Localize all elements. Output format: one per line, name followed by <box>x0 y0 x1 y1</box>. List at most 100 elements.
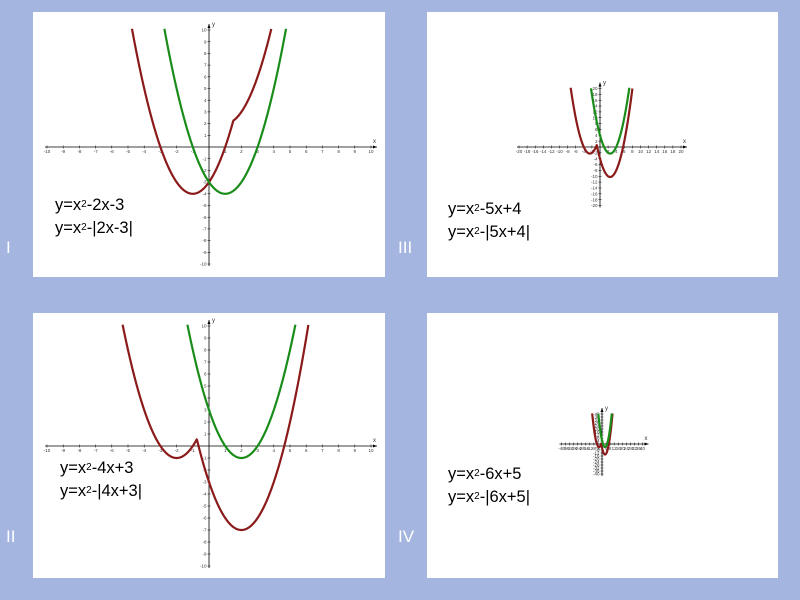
y-tick-label: 20 <box>592 86 598 91</box>
x-tick-label: 6 <box>305 149 308 154</box>
x-tick-label: 8 <box>631 149 634 154</box>
x-tick-label: -1 <box>191 448 195 453</box>
chart-svg: xy-40-36-32-28-24-20-16-12-8 -4 4 8 12 16 20 24… <box>558 406 649 477</box>
equations-block: y=x2-6x+5 y=x2-|6x+5| <box>448 463 530 509</box>
y-tick-label: 2 <box>204 420 207 425</box>
y-tick-label: -8 <box>595 448 599 453</box>
chart-panel: x y -10 -9 -8 -7 -6 -5 -4 -3 -2 -1 1 2 3 4 5 6 7 8 9 10 -10 -9 -… <box>33 12 385 277</box>
y-tick-label: -4 <box>202 492 206 497</box>
x-tick-label: -3 <box>158 448 162 453</box>
chart-svg: x y -10 -9 -8 -7 -6 -5 -4 -3 -2 -1 1 2 3 4 5 6 7 8 9 10 -10 -9 -… <box>44 22 377 267</box>
x-tick-label: -8 <box>592 446 596 451</box>
y-tick-label: 20 <box>594 427 600 432</box>
y-tick-label: -16 <box>593 454 600 459</box>
y-tick-label: 10 <box>201 324 207 329</box>
y-tick-label: -14 <box>591 186 598 191</box>
x-tick-label: 24 <box>624 446 630 451</box>
y-tick-label: -1 <box>202 456 206 461</box>
green-curve-series <box>589 87 631 155</box>
y-tick-label: -36 <box>593 469 600 474</box>
y-tick-label: -2 <box>202 168 206 173</box>
x-tick-label: 32 <box>632 446 638 451</box>
x-tick-label: -3 <box>158 149 162 154</box>
y-tick-label: -5 <box>202 203 206 208</box>
y-tick-label: -32 <box>593 466 600 471</box>
x-axis-label: x <box>683 139 686 145</box>
x-tick-label: 20 <box>678 149 684 154</box>
y-tick-label: 3 <box>204 408 207 413</box>
y-tick-label: -2 <box>593 150 597 155</box>
y-tick-label: 18 <box>592 92 598 97</box>
x-tick-label: 16 <box>616 446 622 451</box>
x-tick-label: -4 <box>596 446 600 451</box>
y-tick-label: -12 <box>593 451 600 456</box>
x-tick-label: 16 <box>662 149 668 154</box>
x-tick-label: 5 <box>289 448 292 453</box>
x-tick-label: 10 <box>368 149 374 154</box>
y-tick-label: 16 <box>592 98 598 103</box>
panel-numeral: III <box>398 238 413 257</box>
y-tick-label: 5 <box>204 86 207 91</box>
equations-block: y=x2-4x+3 y=x2-|4x+3| <box>60 457 142 503</box>
y-tick-label: 32 <box>594 418 600 423</box>
x-tick-label: -10 <box>44 448 51 453</box>
y-tick-label: 28 <box>594 421 600 426</box>
x-tick-label: 2 <box>240 448 243 453</box>
x-tick-label: 4 <box>273 149 276 154</box>
y-tick-label: 7 <box>204 63 207 68</box>
y-tick-label: 8 <box>204 348 207 353</box>
x-tick-label: 7 <box>321 149 324 154</box>
chart-svg: x y -10 -9 -8 -7 -6 -5 -4 -3 -2 -1 1 2 3 4 5 6 7 8 9 10 -10 -9 -… <box>44 318 377 569</box>
y-axis-arrow <box>207 24 211 28</box>
x-tick-label: -4 <box>142 149 146 154</box>
y-tick-label: 8 <box>204 51 207 56</box>
x-tick-label: 14 <box>654 149 660 154</box>
y-axis-label: y <box>212 318 215 324</box>
y-axis-arrow <box>207 320 211 324</box>
y-tick-label: -3 <box>202 180 206 185</box>
y-tick-label: 12 <box>594 433 600 438</box>
x-tick-label: -20 <box>516 149 523 154</box>
x-tick-label: 10 <box>638 149 644 154</box>
green-curve-series <box>186 324 297 460</box>
x-tick-label: 4 <box>615 149 618 154</box>
x-axis-label: x <box>645 436 648 442</box>
x-tick-label: 2 <box>607 149 610 154</box>
panel-numeral: IV <box>398 527 415 546</box>
x-tick-label: -16 <box>532 149 539 154</box>
x-tick-label: -14 <box>540 149 547 154</box>
equation-line: y=x2-|4x+3| <box>60 482 143 500</box>
equation-line: y=x2-6x+5 <box>448 465 522 483</box>
x-tick-label: -16 <box>583 446 590 451</box>
x-tick-label: -7 <box>94 448 98 453</box>
x-tick-label: -5 <box>126 149 130 154</box>
y-tick-label: -24 <box>593 460 600 465</box>
x-tick-label: 18 <box>670 149 676 154</box>
equation-line: y=x2-|2x-3| <box>55 219 133 237</box>
x-tick-label: 3 <box>256 149 259 154</box>
equations-block: y=x2-2x-3 y=x2-|2x-3| <box>55 194 133 240</box>
x-tick-label: -24 <box>574 446 581 451</box>
y-tick-label: -3 <box>202 480 206 485</box>
equations-block: y=x2-5x+4 y=x2-|5x+4| <box>448 198 530 244</box>
y-axis-label: y <box>605 406 608 412</box>
y-axis-label: y <box>212 22 215 28</box>
x-tick-label: -18 <box>524 149 531 154</box>
x-tick-label: -32 <box>566 446 573 451</box>
x-tick-label: 5 <box>289 149 292 154</box>
x-tick-label: -7 <box>94 149 98 154</box>
x-tick-label: 1 <box>224 149 227 154</box>
y-tick-label: -8 <box>593 168 597 173</box>
x-tick-label: 6 <box>305 448 308 453</box>
y-tick-label: 24 <box>594 424 600 429</box>
chart-panel: x y -20 -18 -16 -14 -12 -10 -8 -6 -4 -2 2 4 6 8 10 12 14 16… <box>427 12 778 277</box>
x-axis-arrow <box>373 145 377 149</box>
y-tick-label: 6 <box>204 372 207 377</box>
x-tick-label: -5 <box>126 448 130 453</box>
panel-numeral: I <box>6 238 11 257</box>
y-tick-label: 5 <box>204 384 207 389</box>
y-tick-label: -10 <box>591 174 598 179</box>
green-curve-series <box>597 413 613 449</box>
x-axis-arrow <box>373 444 377 448</box>
